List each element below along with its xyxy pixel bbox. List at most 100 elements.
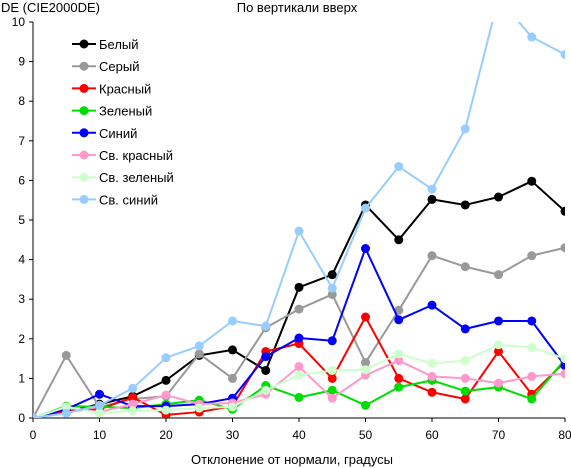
legend-label: Св. синий	[99, 192, 158, 207]
data-point	[33, 413, 38, 418]
legend-entry: Серый	[72, 59, 139, 74]
data-point	[427, 251, 437, 261]
series-7	[33, 0, 565, 418]
data-point	[527, 251, 537, 261]
data-point	[128, 399, 138, 409]
y-tick-label: 9	[18, 55, 25, 69]
data-point	[427, 194, 437, 204]
y-axis-label: DE (CIE2000DE)	[1, 0, 100, 15]
data-point	[128, 392, 138, 402]
data-point	[560, 49, 565, 59]
data-point	[394, 305, 404, 315]
data-point	[61, 408, 71, 418]
data-point	[527, 394, 537, 404]
legend-marker	[79, 172, 89, 182]
y-tick-label: 5	[18, 213, 25, 227]
data-point	[61, 402, 71, 412]
legend-label: Синий	[99, 126, 137, 141]
data-point	[294, 226, 304, 236]
data-point	[95, 389, 104, 399]
data-point	[560, 206, 565, 216]
chart-title: По вертикали вверх	[237, 0, 358, 15]
data-point	[427, 184, 437, 194]
y-tick-label: 6	[18, 173, 25, 187]
data-point	[161, 405, 171, 415]
y-tick-label: 10	[12, 15, 26, 29]
data-point	[95, 408, 104, 418]
legend-label: Св. зеленый	[99, 170, 174, 185]
data-point	[327, 289, 337, 299]
data-point	[361, 365, 370, 375]
data-point	[261, 352, 271, 362]
data-point	[261, 321, 271, 331]
data-point	[194, 403, 204, 413]
legend-marker	[79, 150, 89, 160]
y-tick-label: 1	[18, 371, 25, 385]
data-point	[394, 349, 404, 359]
data-point	[560, 243, 565, 253]
data-point	[161, 353, 171, 363]
legend-label: Зеленый	[99, 104, 152, 119]
data-point	[361, 358, 370, 368]
data-point	[194, 341, 204, 351]
x-tick-label: 10	[93, 428, 107, 442]
data-point	[494, 0, 503, 3]
data-point	[261, 385, 271, 395]
legend-entry: Зеленый	[72, 104, 152, 119]
data-point	[228, 345, 237, 355]
data-point	[294, 304, 304, 314]
legend-label: Св. красный	[99, 148, 173, 163]
data-point	[361, 312, 370, 322]
y-tick-label: 0	[18, 411, 25, 425]
data-point	[560, 354, 565, 364]
y-tick-label: 3	[18, 292, 25, 306]
data-point	[294, 333, 304, 343]
data-point	[427, 387, 437, 397]
data-point	[560, 361, 565, 371]
series-line	[33, 246, 565, 418]
data-point	[427, 300, 437, 310]
data-point	[294, 282, 304, 292]
x-tick-label: 60	[425, 428, 439, 442]
data-point	[394, 382, 404, 392]
x-axis-label: Отклонение от нормали, градусы	[191, 452, 393, 467]
data-point	[394, 373, 404, 383]
data-point	[460, 262, 470, 272]
data-point	[361, 400, 370, 410]
data-point	[560, 369, 565, 379]
data-point	[494, 346, 503, 356]
legend-marker	[79, 61, 89, 71]
data-point	[460, 356, 470, 366]
legend-marker	[79, 83, 89, 93]
x-tick-label: 20	[159, 428, 173, 442]
data-point	[294, 370, 304, 380]
x-tick-label: 80	[558, 428, 571, 442]
data-point	[327, 393, 337, 403]
data-point	[494, 192, 503, 202]
data-point	[527, 343, 537, 353]
legend-marker	[79, 39, 89, 49]
data-point	[460, 324, 470, 334]
data-point	[460, 386, 470, 396]
data-point	[494, 316, 503, 326]
data-point	[228, 373, 237, 383]
legend-label: Белый	[99, 37, 139, 52]
y-tick-label: 7	[18, 134, 25, 148]
series-0	[33, 176, 565, 418]
y-tick-label: 8	[18, 94, 25, 108]
series-6	[33, 340, 565, 418]
data-point	[427, 358, 437, 368]
data-point	[327, 283, 337, 293]
x-tick-label: 0	[30, 428, 37, 442]
data-point	[261, 365, 271, 375]
data-point	[161, 375, 171, 385]
data-point	[95, 400, 104, 410]
legend-entry: Белый	[72, 37, 139, 52]
legend-marker	[79, 128, 89, 138]
data-point	[527, 371, 537, 381]
data-point	[394, 315, 404, 325]
legend: Белый Серый Красный Зеленый Синий Св. красный…	[72, 37, 174, 207]
y-tick-label: 4	[18, 253, 25, 267]
series-line	[33, 247, 565, 418]
data-point	[327, 365, 337, 375]
